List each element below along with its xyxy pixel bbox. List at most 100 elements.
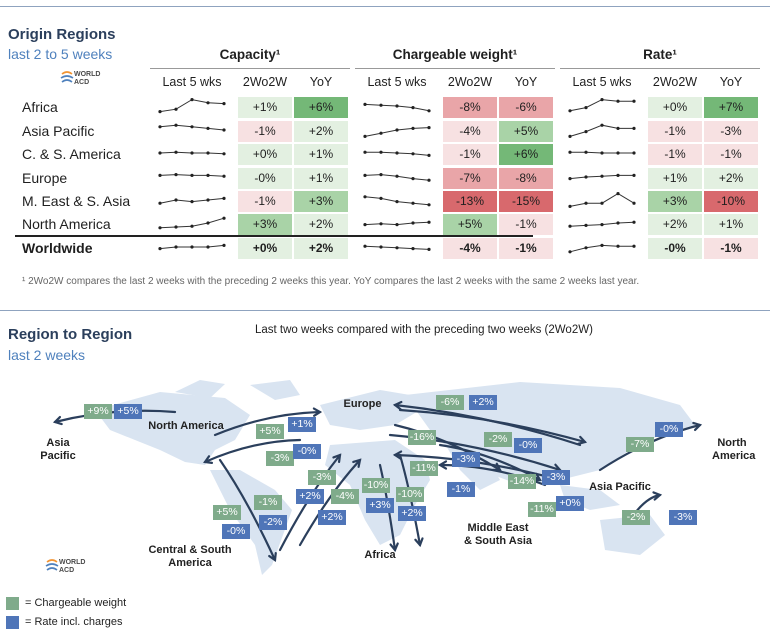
group-header-1: Chargeable weight¹ (392, 47, 518, 62)
flow-arrowhead-4 (392, 400, 403, 411)
sparkline-point-rate-6-3 (616, 244, 620, 248)
section-subtitle-region: last 2 weeks (8, 347, 86, 363)
sparkline-rate-1 (568, 123, 636, 138)
cell-rate-yoy-4: -10% (704, 191, 758, 212)
sparkline-point-rate-3-2 (600, 174, 604, 178)
flow-value-22: -3% (308, 470, 336, 485)
row-label-6: Worldwide (22, 240, 93, 256)
region-label-north-america-east: North America (712, 437, 756, 462)
sparkline-weight-5 (363, 220, 431, 227)
cell-capacity-yoy-4: +3% (294, 191, 348, 212)
section-subtitle-origin: last 2 to 5 weeks (8, 46, 113, 62)
sparkline-point-capacity-5-3 (206, 221, 210, 225)
sparkline-point-rate-5-2 (600, 223, 604, 227)
sparkline-point-capacity-0-3 (206, 101, 210, 105)
region-label-mesa: Middle East & South Asia (463, 522, 533, 547)
sparkline-point-weight-4-0 (363, 195, 367, 199)
sparkline-capacity-4 (158, 196, 226, 205)
sparkline-point-capacity-5-4 (222, 216, 226, 220)
group-header-0: Capacity¹ (219, 47, 281, 62)
region-label-cs-america: Central & South America (148, 544, 232, 569)
column-header-0-0: Last 5 wks (162, 75, 222, 89)
region-label-asia-pacific-west: Asia Pacific (40, 437, 76, 462)
flow-value-21: -3% (669, 510, 697, 525)
sparkline-point-rate-6-4 (632, 244, 636, 248)
flow-value-18: -7% (626, 437, 654, 452)
world-acd-logo: WORLD ACD (60, 70, 120, 90)
sparkline-capacity-6 (158, 243, 226, 251)
cell-rate-wo2w-1: -1% (648, 121, 702, 142)
row-label-4: M. East & S. Asia (22, 193, 131, 209)
sparkline-point-capacity-4-1 (174, 198, 178, 202)
flow-arrow-2 (203, 438, 302, 464)
sparkline-point-rate-1-0 (568, 134, 572, 138)
sparkline-point-rate-2-1 (584, 150, 588, 154)
cell-rate-yoy-3: +2% (704, 168, 758, 189)
sparkline-point-rate-0-3 (616, 99, 620, 103)
column-header-1-1: 2Wo2W (447, 75, 493, 89)
sparkline-point-rate-4-0 (568, 204, 572, 208)
sparkline-weight-4 (363, 195, 431, 207)
sparkline-point-weight-1-3 (411, 126, 415, 130)
cell-weight-yoy-0: -6% (499, 97, 553, 118)
top-rule (0, 6, 770, 7)
map-title: Last two weeks compared with the precedi… (255, 324, 593, 336)
sparkline-point-capacity-4-0 (158, 201, 162, 205)
flow-value-12: -11% (410, 461, 438, 476)
cell-weight-yoy-3: -8% (499, 168, 553, 189)
flow-value-4: -3% (266, 451, 294, 466)
cell-capacity-wo2w-4: -1% (238, 191, 292, 212)
cell-weight-wo2w-3: -7% (443, 168, 497, 189)
cell-weight-yoy-2: +6% (499, 144, 553, 165)
sparkline-point-weight-5-0 (363, 223, 367, 227)
flow-arrowhead-2 (203, 455, 214, 464)
cell-weight-wo2w-0: -8% (443, 97, 497, 118)
sparkline-point-weight-5-3 (411, 221, 415, 225)
sparkline-point-rate-0-4 (632, 99, 636, 103)
cell-rate-yoy-2: -1% (704, 144, 758, 165)
sparkline-point-weight-6-2 (395, 246, 399, 250)
row-label-2: C. & S. America (22, 146, 121, 162)
sparkline-point-rate-4-2 (600, 201, 604, 205)
sparkline-point-weight-4-1 (379, 196, 383, 200)
flow-value-23: +2% (296, 489, 324, 504)
flow-value-0: +9% (84, 404, 112, 419)
sparkline-point-capacity-6-4 (222, 243, 226, 247)
flow-value-29: -0% (222, 524, 250, 539)
sparkline-point-weight-3-1 (379, 173, 383, 177)
flow-value-20: -2% (622, 510, 650, 525)
sparkline-rate-4 (568, 192, 636, 208)
sparkline-point-weight-1-1 (379, 131, 383, 135)
sparkline-point-rate-6-0 (568, 250, 572, 254)
flow-arrowhead-7 (392, 450, 403, 460)
cell-weight-wo2w-6: -4% (443, 238, 497, 259)
cell-capacity-yoy-6: +2% (294, 238, 348, 259)
cell-weight-wo2w-4: -13% (443, 191, 497, 212)
legend-rate-swatch (6, 616, 19, 629)
cell-rate-wo2w-4: +3% (648, 191, 702, 212)
cell-capacity-yoy-0: +6% (294, 97, 348, 118)
flow-value-33: +2% (398, 506, 426, 521)
sparkline-point-rate-3-3 (616, 173, 620, 177)
cell-weight-yoy-5: -1% (499, 214, 553, 235)
sparkline-point-weight-4-3 (411, 201, 415, 205)
flow-value-1: +5% (114, 404, 142, 419)
flow-value-25: +2% (318, 510, 346, 525)
sparkline-point-rate-1-4 (632, 126, 636, 130)
sparkline-point-capacity-2-3 (206, 151, 210, 155)
flow-value-11: -3% (452, 452, 480, 467)
sparkline-point-capacity-3-0 (158, 173, 162, 177)
sparkline-point-capacity-1-1 (174, 123, 178, 127)
sparkline-weight-0 (363, 102, 431, 113)
sparkline-point-rate-1-3 (616, 126, 620, 130)
sparkline-capacity-0 (158, 98, 226, 114)
flow-arrowhead-14 (437, 460, 448, 470)
cell-rate-wo2w-0: +0% (648, 97, 702, 118)
sparkline-point-capacity-5-2 (190, 224, 194, 228)
flow-value-32: -10% (396, 487, 424, 502)
sparkline-point-weight-1-0 (363, 134, 367, 138)
sparkline-point-capacity-6-3 (206, 245, 210, 249)
sparkline-point-rate-4-1 (584, 201, 588, 205)
sparkline-point-weight-2-4 (427, 153, 431, 157)
sparkline-point-capacity-4-4 (222, 196, 226, 200)
